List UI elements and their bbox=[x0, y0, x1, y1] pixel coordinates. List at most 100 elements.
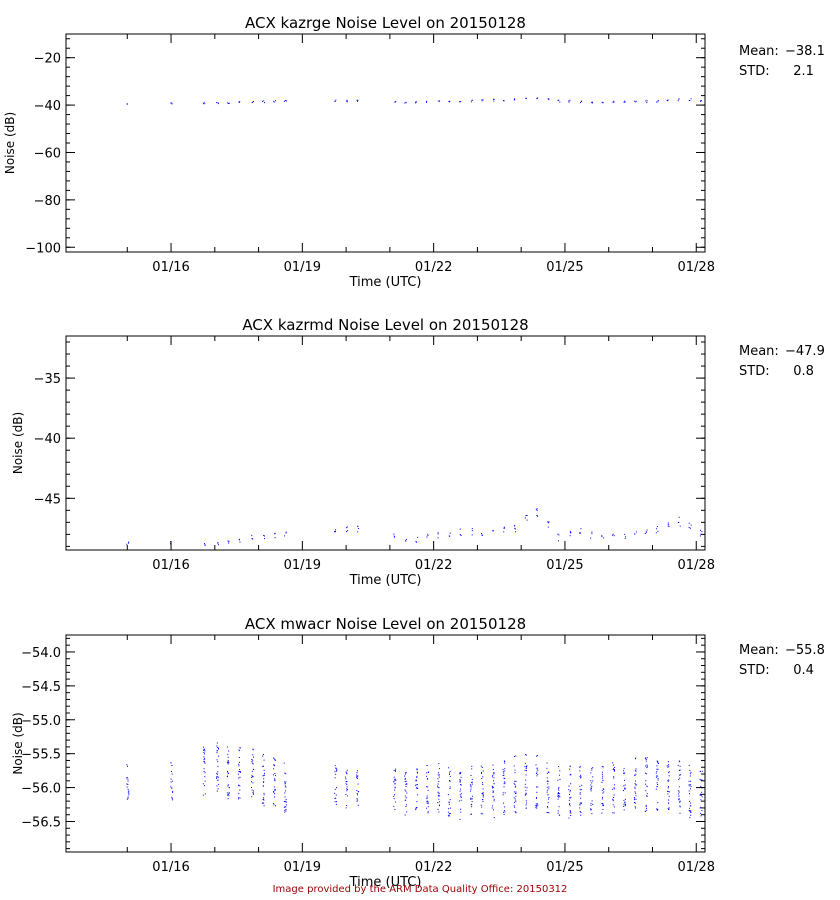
data-point bbox=[470, 99, 473, 103]
x-axis: 01/16 01/19 01/22 01/25 01/28 Time (UTC) bbox=[126, 336, 715, 588]
data-point bbox=[426, 100, 428, 103]
data-point bbox=[345, 769, 349, 809]
data-point bbox=[334, 765, 338, 805]
x-axis-label: Time (UTC) bbox=[349, 875, 422, 890]
data-point bbox=[458, 771, 462, 820]
data-point bbox=[226, 746, 230, 800]
y-tick-label: −54.0 bbox=[21, 646, 61, 661]
y-tick-label: −100 bbox=[25, 241, 61, 256]
data-point bbox=[393, 768, 397, 810]
data-point bbox=[491, 764, 495, 819]
data-point bbox=[227, 540, 230, 544]
y-tick-label: −40 bbox=[34, 99, 61, 114]
mean-value: −55.8 bbox=[785, 643, 825, 658]
y-tick-label: −20 bbox=[34, 52, 61, 67]
data-point bbox=[356, 770, 360, 806]
chart-title: ACX kazrmd Noise Level on 20150128 bbox=[242, 316, 528, 334]
x-tick-label: 01/25 bbox=[546, 558, 583, 573]
x-tick-label: 01/22 bbox=[415, 260, 452, 275]
data-point bbox=[557, 766, 561, 816]
data-point bbox=[437, 100, 441, 102]
data-point bbox=[514, 525, 517, 533]
data-point bbox=[688, 764, 692, 819]
data-point bbox=[655, 526, 659, 534]
data-point bbox=[666, 761, 670, 810]
x-tick-label: 01/16 bbox=[152, 260, 189, 275]
data-point bbox=[448, 100, 451, 103]
data-point bbox=[227, 102, 230, 104]
data-point bbox=[357, 525, 360, 533]
data-point bbox=[437, 532, 439, 539]
y-axis-label: Noise (dB) bbox=[11, 712, 25, 774]
std-label: STD: bbox=[739, 663, 770, 678]
y-tick-label: −60 bbox=[34, 146, 61, 161]
data-point bbox=[262, 100, 265, 104]
data-point bbox=[547, 98, 550, 100]
data-point bbox=[546, 762, 550, 814]
data-point bbox=[237, 747, 241, 800]
y-axis: −35 −40 −45 Noise (dB) bbox=[11, 341, 705, 547]
data-point bbox=[568, 99, 571, 103]
x-tick-label: 01/28 bbox=[678, 260, 715, 275]
stats-panel-2: Mean: −47.9 STD: 0.8 bbox=[739, 342, 825, 382]
data-point bbox=[655, 760, 659, 811]
data-point bbox=[536, 97, 539, 100]
data-point bbox=[393, 533, 395, 538]
data-point bbox=[272, 757, 276, 807]
data-point bbox=[126, 764, 130, 800]
data-point bbox=[677, 98, 680, 102]
y-tick-label: −55.5 bbox=[21, 748, 61, 763]
x-tick-label: 01/19 bbox=[284, 558, 321, 573]
data-point bbox=[426, 765, 429, 814]
data-point bbox=[612, 762, 615, 814]
x-tick-label: 01/19 bbox=[284, 260, 321, 275]
data-point bbox=[202, 746, 206, 796]
data-point bbox=[666, 99, 669, 102]
data-point bbox=[547, 521, 550, 528]
data-point bbox=[415, 536, 419, 543]
data-point bbox=[579, 765, 583, 816]
data-point bbox=[601, 101, 604, 104]
x-tick-label: 01/19 bbox=[284, 860, 321, 875]
y-tick-label: −55.0 bbox=[21, 714, 61, 729]
data-point bbox=[216, 102, 219, 105]
data-point bbox=[700, 100, 702, 102]
y-axis-label: Noise (dB) bbox=[11, 412, 25, 474]
image-credit: Image provided by the ARM Data Quality O… bbox=[272, 884, 568, 895]
data-point bbox=[569, 531, 572, 537]
plot-frame bbox=[65, 634, 706, 853]
plot-frame bbox=[65, 335, 706, 551]
data-point bbox=[502, 760, 506, 815]
std-value: 2.1 bbox=[785, 64, 814, 79]
data-point bbox=[448, 532, 451, 537]
data-point bbox=[126, 541, 130, 545]
x-tick-label: 01/28 bbox=[678, 558, 715, 573]
y-tick-label: −54.5 bbox=[21, 680, 61, 695]
data-point bbox=[699, 770, 703, 817]
data-point bbox=[274, 532, 276, 539]
data-point bbox=[126, 103, 128, 105]
chart-title: ACX kazrge Noise Level on 20150128 bbox=[245, 14, 526, 32]
x-tick-label: 01/22 bbox=[415, 558, 452, 573]
mean-label: Mean: bbox=[739, 44, 779, 59]
x-tick-label: 01/25 bbox=[546, 860, 583, 875]
data-point bbox=[590, 531, 593, 539]
data-point bbox=[262, 754, 265, 807]
data-point bbox=[170, 102, 173, 105]
data-point bbox=[283, 762, 287, 813]
data-point bbox=[656, 100, 659, 103]
stats-panel-1: Mean: −38.1 STD: 2.1 bbox=[739, 42, 825, 82]
data-point bbox=[535, 508, 538, 517]
x-tick-label: 01/25 bbox=[546, 260, 583, 275]
data-point bbox=[251, 101, 254, 103]
data-point bbox=[284, 99, 287, 102]
x-axis-label: Time (UTC) bbox=[349, 573, 422, 588]
data-point bbox=[633, 757, 637, 809]
data-point bbox=[238, 538, 241, 543]
data-point bbox=[481, 533, 483, 536]
std-value: 0.8 bbox=[785, 364, 814, 379]
data-point bbox=[334, 529, 337, 533]
